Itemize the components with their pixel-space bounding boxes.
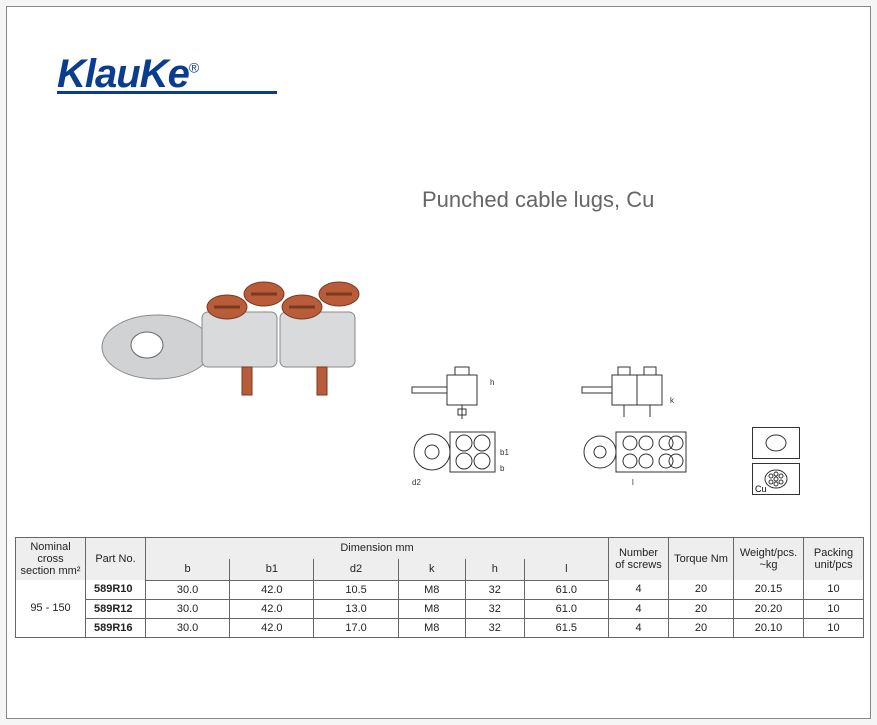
datasheet-page: KlauKe® Punched cable lugs, Cu [6, 6, 871, 719]
cell-partno: 589R16 [86, 618, 146, 637]
cell-screws: 4 [609, 580, 669, 599]
table-row: 589R16 30.0 42.0 17.0 M8 32 61.5 4 20 20… [16, 618, 864, 637]
col-packing: Packing unit/pcs [804, 538, 864, 581]
cell-b1: 42.0 [230, 599, 314, 618]
cell-torque: 20 [669, 599, 734, 618]
table-row: 95 - 150 589R10 30.0 42.0 10.5 M8 32 61.… [16, 580, 864, 599]
cell-packing: 10 [804, 580, 864, 599]
cell-k: M8 [398, 599, 465, 618]
cell-b: 30.0 [146, 599, 230, 618]
page-title: Punched cable lugs, Cu [422, 187, 654, 213]
product-photo [92, 227, 382, 407]
col-l: l [524, 559, 608, 580]
cell-torque: 20 [669, 618, 734, 637]
legend-solid-conductor-icon [752, 427, 800, 459]
legend-stranded-conductor-icon: Cu [752, 463, 800, 495]
technical-diagrams: h d2 b1 b k [402, 362, 737, 497]
cell-h: 32 [465, 580, 524, 599]
legend: Cu [752, 427, 807, 499]
cell-weight: 20.10 [734, 618, 804, 637]
cell-weight: 20.15 [734, 580, 804, 599]
svg-text:h: h [490, 378, 494, 387]
cell-screws: 4 [609, 618, 669, 637]
cell-b: 30.0 [146, 580, 230, 599]
svg-text:d2: d2 [412, 478, 421, 487]
cell-l: 61.0 [524, 599, 608, 618]
legend-cu-label: Cu [755, 484, 767, 494]
col-partno: Part No. [86, 538, 146, 581]
col-k: k [398, 559, 465, 580]
col-screws: Number of screws [609, 538, 669, 581]
col-dimension-group: Dimension mm [146, 538, 609, 559]
col-h: h [465, 559, 524, 580]
cell-packing: 10 [804, 599, 864, 618]
cell-h: 32 [465, 599, 524, 618]
cell-l: 61.0 [524, 580, 608, 599]
col-nominal: Nominal cross section mm² [16, 538, 86, 581]
cell-packing: 10 [804, 618, 864, 637]
brand-name: KlauKe [57, 52, 189, 96]
spec-table: Nominal cross section mm² Part No. Dimen… [15, 537, 864, 638]
registered-icon: ® [189, 60, 198, 76]
cell-k: M8 [398, 580, 465, 599]
cell-d2: 13.0 [314, 599, 398, 618]
cell-b1: 42.0 [230, 618, 314, 637]
cell-d2: 10.5 [314, 580, 398, 599]
col-torque: Torque Nm [669, 538, 734, 581]
cell-h: 32 [465, 618, 524, 637]
cell-nominal: 95 - 150 [16, 580, 86, 637]
cell-partno: 589R10 [86, 580, 146, 599]
table-row: 589R12 30.0 42.0 13.0 M8 32 61.0 4 20 20… [16, 599, 864, 618]
cell-weight: 20.20 [734, 599, 804, 618]
cell-d2: 17.0 [314, 618, 398, 637]
col-b: b [146, 559, 230, 580]
svg-text:b: b [500, 464, 505, 473]
cell-k: M8 [398, 618, 465, 637]
cell-partno: 589R12 [86, 599, 146, 618]
col-b1: b1 [230, 559, 314, 580]
svg-text:k: k [670, 396, 675, 405]
brand-logo: KlauKe® [57, 52, 277, 94]
cell-screws: 4 [609, 599, 669, 618]
svg-text:l: l [632, 478, 634, 487]
svg-text:b1: b1 [500, 448, 509, 457]
col-weight: Weight/pcs. ~kg [734, 538, 804, 581]
col-d2: d2 [314, 559, 398, 580]
cell-b1: 42.0 [230, 580, 314, 599]
cell-b: 30.0 [146, 618, 230, 637]
cell-l: 61.5 [524, 618, 608, 637]
cell-torque: 20 [669, 580, 734, 599]
